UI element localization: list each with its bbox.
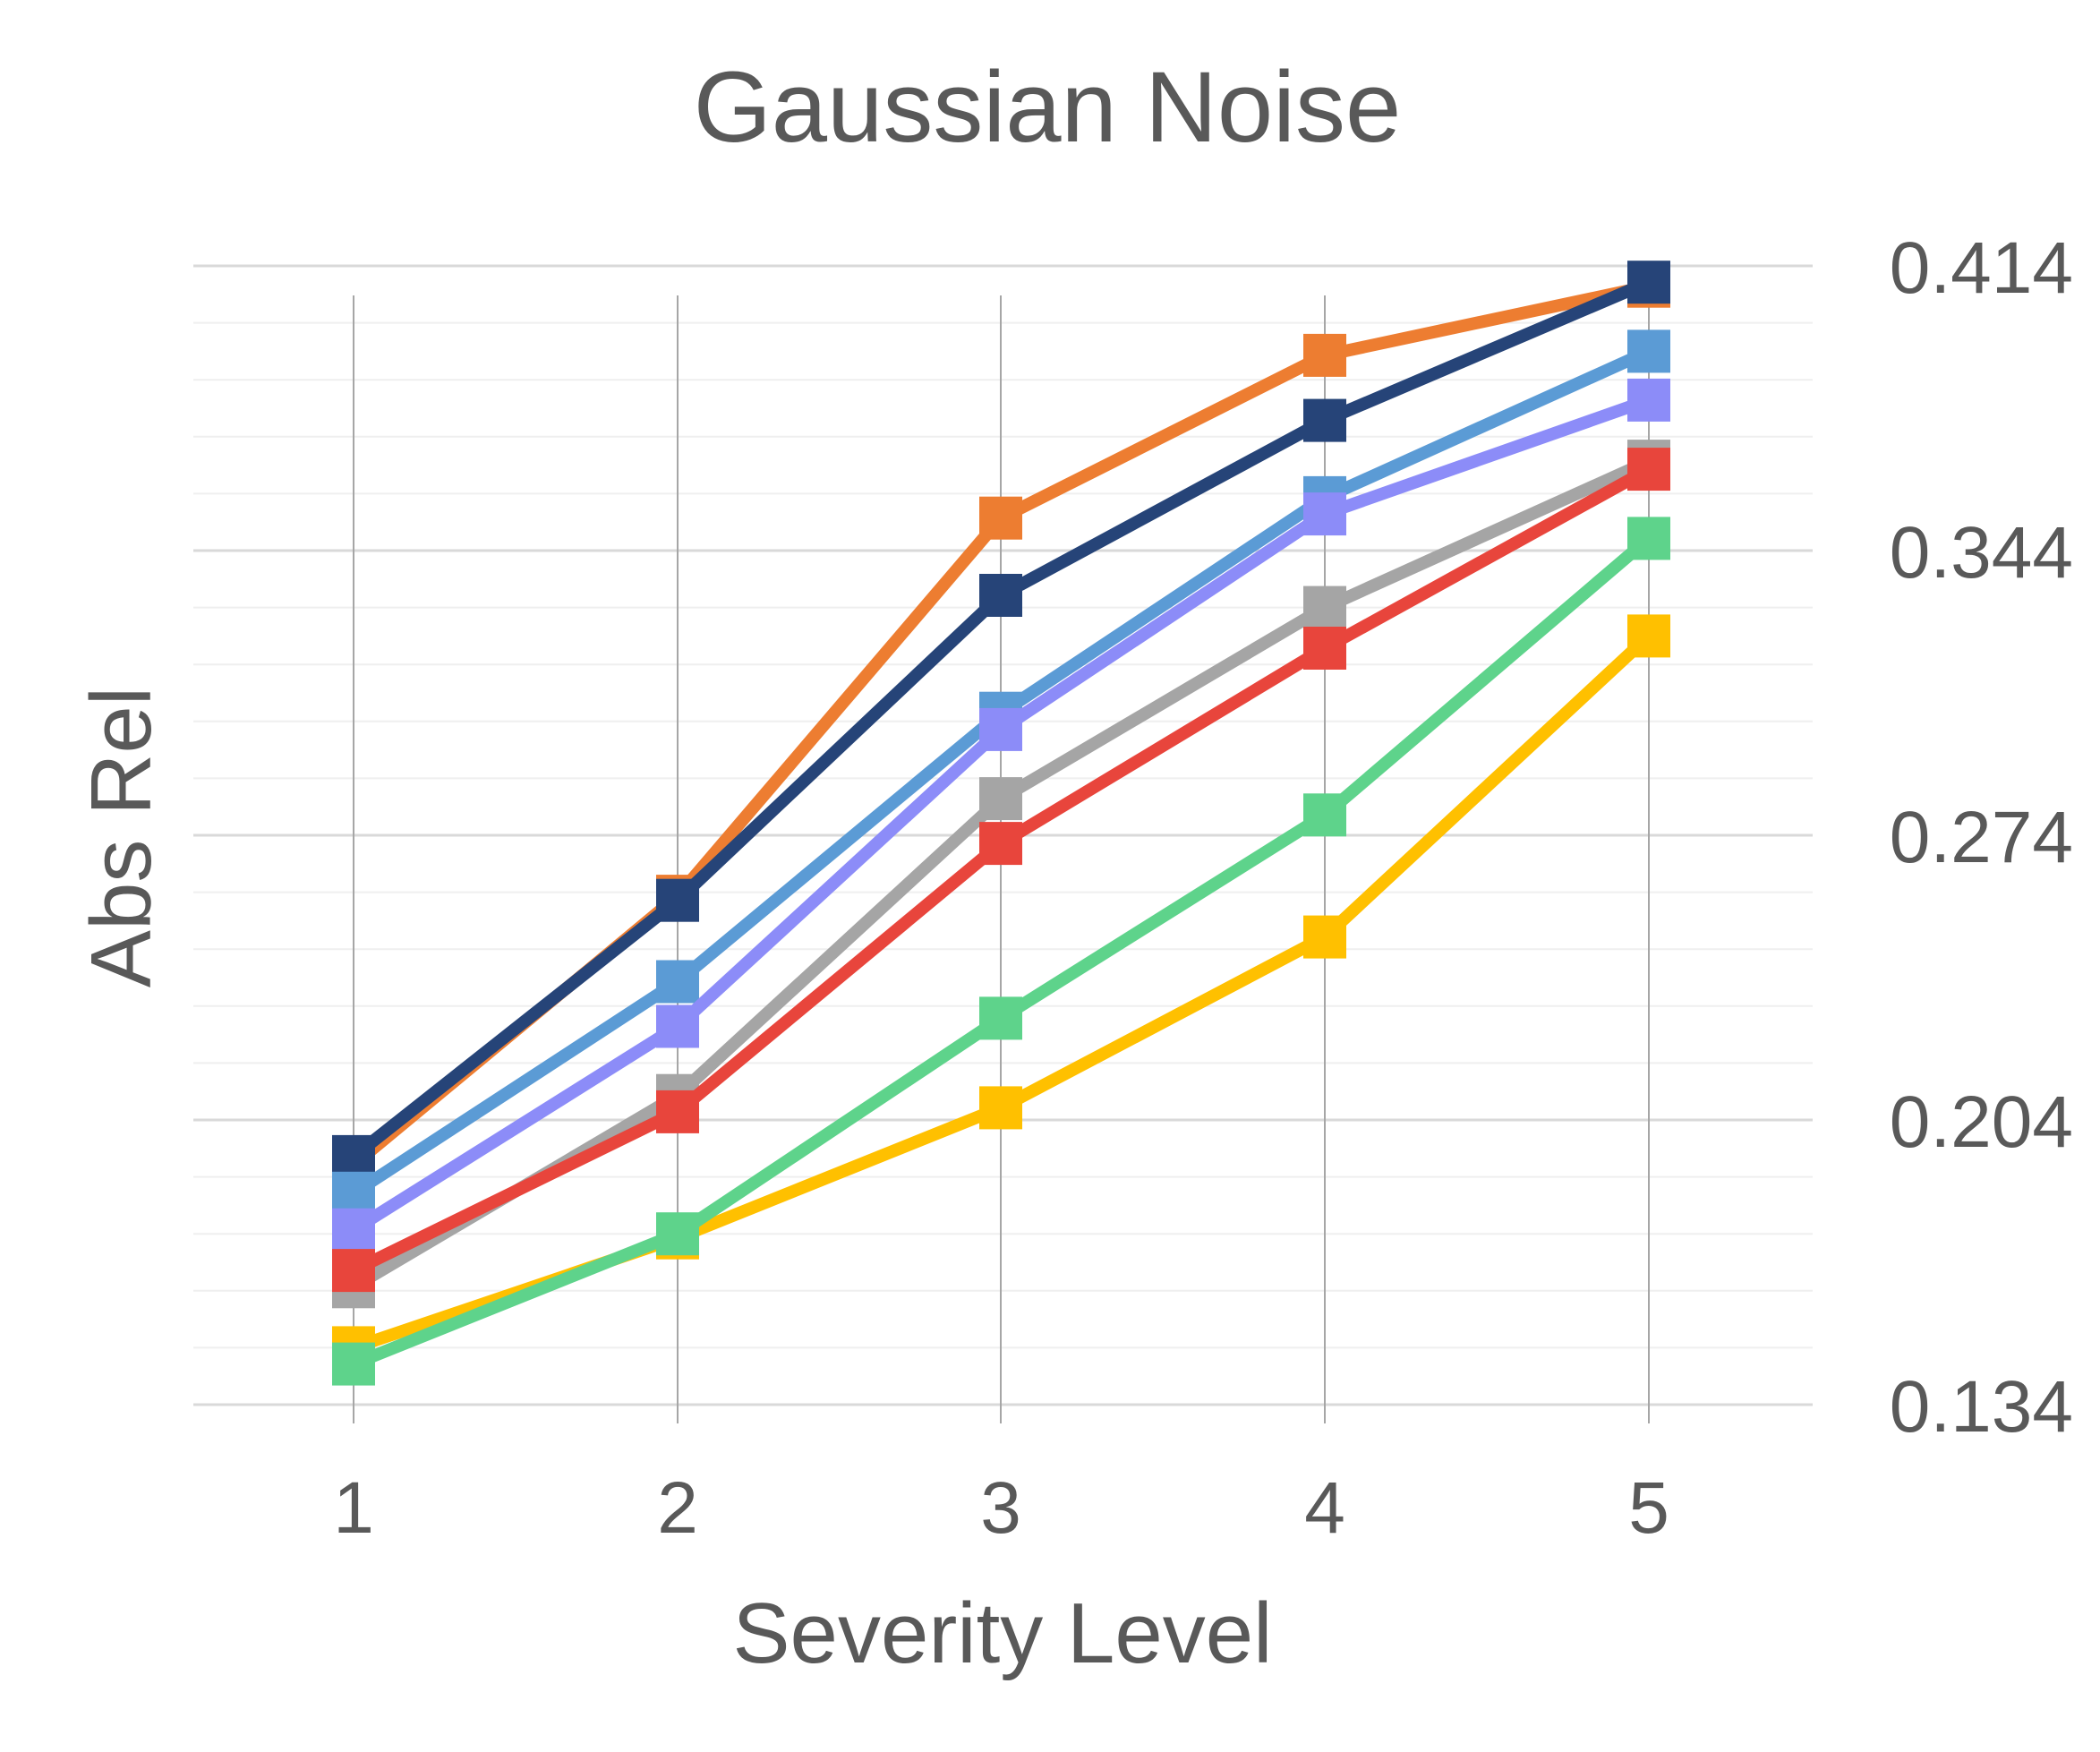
data-point [332,1134,375,1178]
y-axis-ticks: 0.414 0.344 0.274 0.204 0.134 [1890,227,2073,1448]
data-point [979,707,1022,751]
series-lines [332,261,1670,1386]
x-tick-label: 1 [333,1467,374,1549]
data-point [1303,915,1346,959]
y-axis-label: Abs Rel [73,687,169,987]
y-tick-label: 0.274 [1890,797,2073,878]
data-point [1303,585,1346,629]
y-tick-label: 0.134 [1890,1366,2073,1448]
x-axis-ticks: 1 2 3 4 5 [333,1467,1669,1549]
data-point [656,960,699,1004]
data-point [979,996,1022,1040]
y-tick-label: 0.204 [1890,1081,2073,1163]
y-tick-label: 0.414 [1890,227,2073,309]
data-point [1303,492,1346,536]
series-2 [332,261,1670,1178]
data-point [1627,448,1670,491]
x-tick-label: 3 [980,1467,1021,1549]
data-point [332,1171,375,1215]
data-point [979,1086,1022,1130]
data-point [332,1249,375,1293]
x-tick-label: 5 [1628,1467,1669,1549]
data-point [1627,378,1670,422]
data-point [979,574,1022,617]
series-6 [332,448,1670,1293]
data-point [656,1090,699,1133]
data-point [1303,398,1346,442]
data-point [1303,793,1346,837]
data-point [332,1342,375,1386]
data-point [1627,517,1670,560]
data-point [656,1212,699,1256]
data-point [1627,329,1670,373]
data-point [656,1004,699,1048]
data-point [656,878,699,922]
data-point [332,1208,375,1252]
data-point [979,777,1022,821]
series-8 [332,517,1670,1386]
series-4 [332,378,1670,1252]
data-point [979,496,1022,540]
x-tick-label: 2 [657,1467,698,1549]
data-point [979,822,1022,866]
data-point [1303,333,1346,377]
data-point [1303,627,1346,670]
data-point [1627,614,1670,658]
y-tick-label: 0.344 [1890,512,2073,594]
x-tick-label: 4 [1304,1467,1345,1549]
x-axis-label: Severity Level [733,1585,1273,1681]
data-point [1627,261,1670,304]
chart-title: Gaussian Noise [694,51,1402,163]
